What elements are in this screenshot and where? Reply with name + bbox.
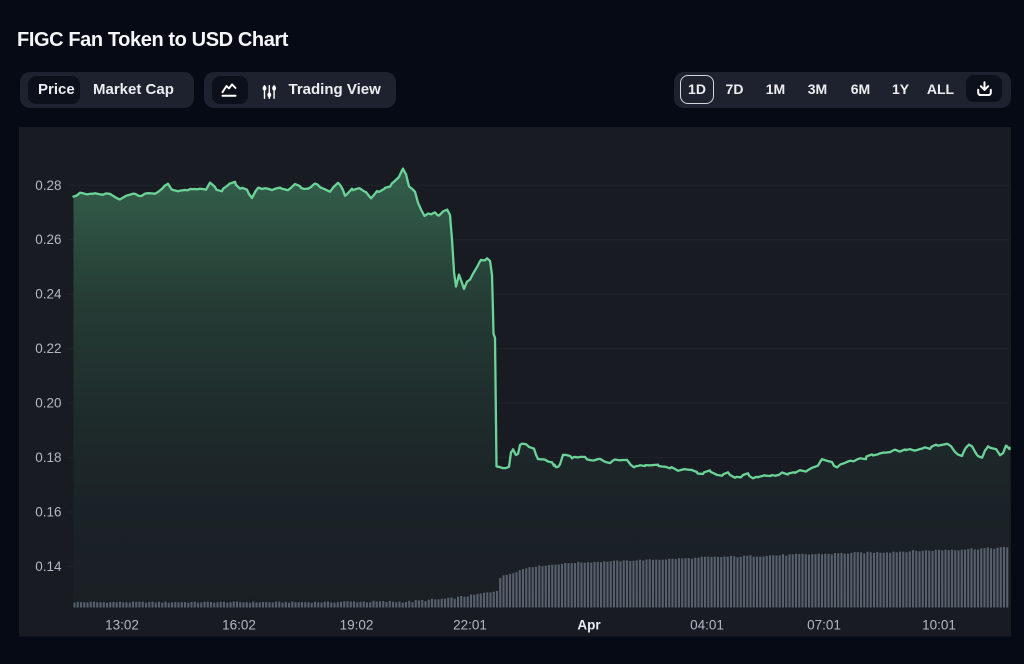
svg-text:0.22: 0.22 (35, 341, 61, 356)
svg-text:19:02: 19:02 (340, 618, 374, 633)
svg-text:0.20: 0.20 (35, 396, 61, 411)
svg-text:0.24: 0.24 (35, 287, 62, 302)
svg-text:0.16: 0.16 (35, 505, 61, 520)
svg-text:22:01: 22:01 (453, 618, 487, 633)
svg-text:0.14: 0.14 (35, 559, 62, 574)
svg-text:13:02: 13:02 (105, 618, 139, 633)
svg-text:10:01: 10:01 (922, 618, 956, 633)
svg-text:04:01: 04:01 (690, 618, 724, 633)
svg-text:16:02: 16:02 (222, 618, 256, 633)
svg-text:0.18: 0.18 (35, 450, 61, 465)
svg-text:0.28: 0.28 (35, 178, 61, 193)
svg-text:0.26: 0.26 (35, 232, 61, 247)
svg-text:07:01: 07:01 (807, 618, 841, 633)
svg-text:Apr: Apr (577, 618, 601, 633)
